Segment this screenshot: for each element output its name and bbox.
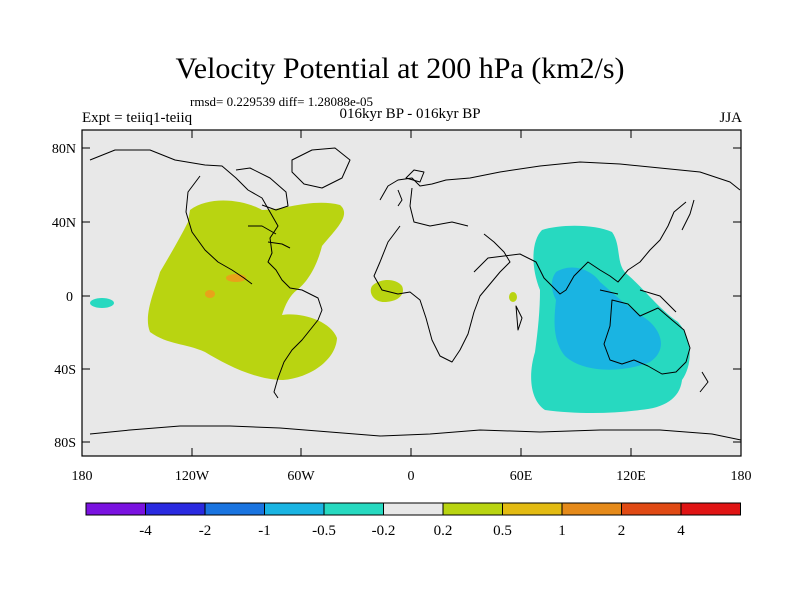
colorbar-label-1: -4	[139, 523, 152, 539]
east-africa-positive-patch	[509, 292, 517, 302]
colorbar-cell-6	[383, 502, 444, 516]
central-pacific-negative-patch	[90, 298, 114, 308]
colorbar-cell-10	[621, 502, 682, 516]
colorbar-label-8: 1	[558, 523, 566, 539]
lon-label-0: 0	[408, 469, 415, 484]
lat-label-80s: 80S	[54, 436, 76, 451]
colorbar-label-9: 2	[618, 523, 626, 539]
lat-label-80n: 80N	[52, 142, 76, 157]
experiment-label: Expt = teiiq1-teiiq	[82, 110, 193, 126]
colorbar-cell-4	[264, 502, 325, 516]
lon-label-60w: 60W	[287, 469, 315, 484]
colorbar-cell-7	[442, 502, 503, 516]
colorbar-cell-2	[145, 502, 206, 516]
colorbar-cell-11	[680, 502, 741, 516]
coastlines	[89, 147, 741, 441]
colorbar-cell-3	[204, 502, 265, 516]
latitude-ticks	[82, 147, 741, 443]
colorbar-labels: -4 -2 -1 -0.5 -0.2 0.2 0.5 1 2 4	[139, 523, 685, 539]
colorbar-label-5: -0.2	[372, 523, 396, 539]
lon-label-180w: 180	[72, 469, 93, 484]
lat-label-40s: 40S	[54, 363, 76, 378]
maritime-continent-negative-core	[551, 267, 661, 370]
colorbar-label-10: 4	[677, 523, 685, 539]
colorbar-cell-1	[85, 502, 146, 516]
western-hemisphere-positive-anomaly	[147, 200, 345, 380]
longitude-ticks	[81, 130, 742, 456]
colorbar-label-3: -1	[258, 523, 271, 539]
lon-label-60e: 60E	[510, 469, 533, 484]
colorbar-cell-5	[323, 502, 384, 516]
colorbar-label-2: -2	[199, 523, 212, 539]
stats-label: rmsd= 0.229539 diff= 1.28088e-05	[190, 94, 374, 109]
central-america-local-maximum-b	[205, 290, 215, 298]
colorbar-label-4: -0.5	[312, 523, 336, 539]
lon-label-120e: 120E	[616, 469, 646, 484]
colorbar-label-6: 0.2	[434, 523, 453, 539]
season-label: JJA	[719, 110, 742, 126]
period-label: 016kyr BP - 016kyr BP	[339, 106, 481, 122]
central-america-local-maximum-a	[226, 274, 246, 282]
lon-label-120w: 120W	[175, 469, 210, 484]
colorbar-label-7: 0.5	[493, 523, 512, 539]
lon-label-180e: 180	[731, 469, 752, 484]
colorbar-cell-9	[561, 502, 622, 516]
map-title: Velocity Potential at 200 hPa (km2/s)	[175, 52, 625, 85]
lat-label-eq: 0	[66, 290, 73, 305]
colorbar	[85, 502, 741, 516]
colorbar-cell-8	[502, 502, 563, 516]
lat-label-40n: 40N	[52, 216, 76, 231]
